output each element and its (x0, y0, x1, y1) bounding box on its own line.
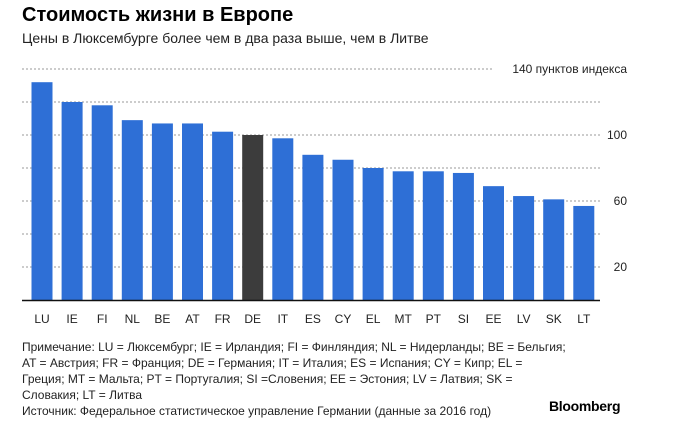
bar-el (362, 168, 384, 300)
bar-it (272, 138, 294, 300)
bar-ee (483, 186, 504, 300)
bar-sk (543, 199, 565, 300)
x-tick-sk: SK (546, 312, 562, 326)
bar-fr (212, 131, 234, 300)
x-tick-pt: PT (426, 312, 442, 326)
y-tick-140: 140 пунктов индекса (512, 62, 627, 76)
y-tick-20: 20 (614, 260, 628, 274)
bar-lv (513, 196, 535, 300)
bar-fi (91, 105, 113, 300)
chart-subtitle: Цены в Люксембурге более чем в два раза … (22, 30, 429, 46)
bar-nl (121, 120, 143, 301)
bar-at (182, 123, 203, 300)
x-tick-lu: LU (34, 312, 49, 326)
y-tick-60: 60 (614, 194, 628, 208)
x-tick-cy: CY (335, 312, 352, 326)
bar-ie (61, 102, 83, 300)
x-tick-nl: NL (125, 312, 141, 326)
chart-note: Примечание: LU = Люксембург; IE = Ирланд… (22, 339, 567, 419)
bar-mt (392, 171, 414, 300)
x-tick-lt: LT (577, 312, 591, 326)
source-text: Источник: Федеральное статистическое упр… (22, 404, 492, 418)
bloomberg-logo: Bloomberg (549, 398, 621, 414)
bar-es (302, 154, 324, 300)
chart-title: Стоимость жизни в Европе (22, 4, 294, 26)
note-text: Примечание: LU = Люксембург; IE = Ирланд… (22, 340, 566, 402)
x-tick-si: SI (458, 312, 469, 326)
bar-si (452, 172, 474, 300)
x-tick-be: BE (154, 312, 170, 326)
x-tick-ee: EE (485, 312, 501, 326)
x-tick-fi: FI (97, 312, 108, 326)
x-tick-el: EL (366, 312, 381, 326)
x-tick-ie: IE (66, 312, 77, 326)
x-tick-it: IT (277, 312, 288, 326)
x-tick-de: DE (244, 312, 261, 326)
x-tick-lv: LV (517, 312, 531, 326)
bar-pt (422, 171, 444, 300)
x-tick-at: AT (185, 312, 200, 326)
bar-de (242, 135, 264, 300)
bar-lu (31, 82, 53, 300)
bar-chart: LU IE FI NL BE AT FR DE IT ES CY EL MT PT SI EE LV SK LT 14… (22, 62, 628, 326)
y-tick-100: 100 (607, 128, 627, 142)
bar-be (151, 123, 173, 300)
x-tick-fr: FR (215, 312, 231, 326)
bar-lt (573, 205, 595, 300)
x-tick-mt: MT (395, 312, 413, 326)
bar-cy (332, 159, 354, 300)
x-tick-es: ES (305, 312, 321, 326)
